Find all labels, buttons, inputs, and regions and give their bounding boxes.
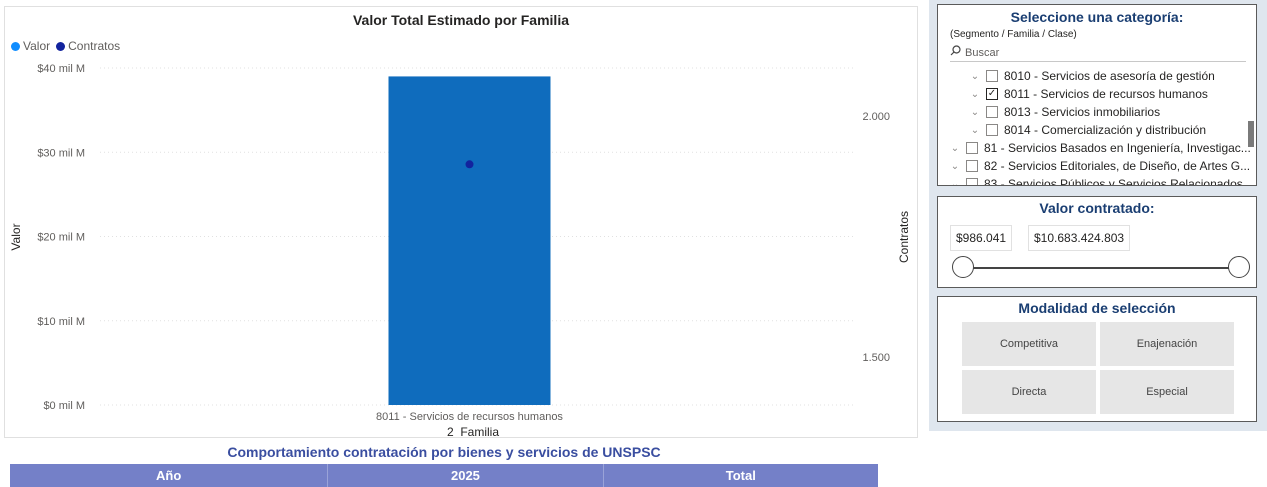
max-value-input[interactable]: $10.683.424.803	[1028, 225, 1131, 251]
y-tick-label: $10 mil M	[37, 316, 85, 328]
chart-title: Valor Total Estimado por Familia	[352, 12, 569, 28]
chart-legend: Valor Contratos	[11, 39, 120, 53]
tree-item-label: 8013 - Servicios inmobiliarios	[1004, 105, 1161, 119]
chevron-down-icon[interactable]: ⌄	[970, 70, 980, 82]
chart-canvas: $40 mil M $30 mil M $20 mil M $10 mil M $0 m…	[9, 63, 911, 437]
tree-item-8011[interactable]: ⌄ ✓ 8011 - Servicios de recursos humanos	[970, 87, 1208, 101]
chart-visual[interactable]: $40 mil M $30 mil M $20 mil M $10 mil M $0 m…	[4, 6, 918, 438]
y-tick-label: $40 mil M	[37, 63, 85, 75]
y-tick-label: $0 mil M	[43, 400, 85, 412]
x-axis-title: 2_Familia	[447, 425, 499, 437]
chevron-down-icon[interactable]: ⌄	[950, 178, 960, 186]
scrollbar-thumb[interactable]	[1248, 121, 1254, 147]
tree-item-label: 83 - Servicios Públicos y Servicios Rela…	[984, 177, 1253, 186]
modality-especial-button[interactable]: Especial	[1100, 370, 1234, 414]
checkbox[interactable]	[966, 178, 978, 185]
y-tick-label: $20 mil M	[37, 232, 85, 244]
min-value-input[interactable]: $986.041	[950, 225, 1013, 251]
tree-item-label: 8011 - Servicios de recursos humanos	[1004, 87, 1208, 101]
range-slider-track[interactable]	[962, 267, 1238, 269]
tree-item-82[interactable]: ⌄ 82 - Servicios Editoriales, de Diseño,…	[950, 159, 1250, 173]
filter-panel: Seleccione una categoría: (Segmento / Fa…	[929, 0, 1267, 431]
table-title: Comportamiento contratación por bienes y…	[227, 444, 661, 460]
modality-slicer-title: Modalidad de selección	[1018, 300, 1176, 316]
tree-item-label: 8014 - Comercialización y distribución	[1004, 123, 1207, 137]
tree-item-8013[interactable]: ⌄ 8013 - Servicios inmobiliarios	[970, 105, 1160, 119]
checkbox[interactable]	[986, 124, 998, 136]
modality-directa-button[interactable]: Directa	[962, 370, 1096, 414]
range-slider-max-handle[interactable]	[1228, 256, 1250, 278]
search-placeholder: Buscar	[965, 47, 1000, 59]
range-slider-min-handle[interactable]	[952, 256, 974, 278]
table-header-year[interactable]: Año	[10, 464, 329, 487]
table-header-total[interactable]: Total	[725, 468, 756, 483]
category-slicer-title: Seleccione una categoría:	[1010, 9, 1184, 25]
chevron-down-icon[interactable]: ⌄	[970, 124, 980, 136]
value-slicer: Valor contratado: $986.041 $10.683.424.8…	[937, 196, 1257, 288]
tree-item-8014[interactable]: ⌄ 8014 - Comercialización y distribución	[970, 123, 1206, 137]
table-header-2025[interactable]: 2025	[328, 464, 604, 487]
checkbox[interactable]	[986, 106, 998, 118]
tree-item-83[interactable]: ⌄ 83 - Servicios Públicos y Servicios Re…	[950, 177, 1253, 186]
legend-dot-contratos	[56, 41, 66, 51]
chevron-down-icon[interactable]: ⌄	[970, 106, 980, 118]
chevron-down-icon[interactable]: ⌄	[950, 142, 960, 154]
table-header-row: Año 2025 Total	[10, 464, 878, 487]
tree-item-label: 82 - Servicios Editoriales, de Diseño, d…	[984, 159, 1251, 173]
y2-axis-title: Contratos	[897, 211, 911, 263]
y2-tick-label: 2.000	[862, 111, 890, 123]
y-tick-label: $30 mil M	[37, 147, 85, 159]
tree-item-label: 8010 - Servicios de asesoría de gestión	[1004, 69, 1215, 83]
category-slicer-subtitle: (Segmento / Familia / Clase)	[950, 29, 1077, 40]
legend-label-contratos[interactable]: Contratos	[68, 39, 121, 53]
modality-competitiva-button[interactable]: Competitiva	[962, 322, 1096, 366]
category-slicer: Seleccione una categoría: (Segmento / Fa…	[937, 4, 1257, 186]
checkbox[interactable]	[966, 160, 978, 172]
modality-slicer: Modalidad de selección Competitiva Enaje…	[937, 296, 1257, 422]
point-contratos[interactable]	[465, 160, 474, 169]
checkbox-checked[interactable]: ✓	[986, 88, 998, 100]
chevron-down-icon[interactable]: ⌄	[970, 88, 980, 100]
chevron-down-icon[interactable]: ⌄	[950, 160, 960, 172]
category-search-input[interactable]: Buscar	[950, 45, 1246, 62]
y-axis-title: Valor	[9, 223, 23, 250]
legend-label-valor[interactable]: Valor	[23, 39, 51, 53]
checkbox[interactable]	[966, 142, 978, 154]
tree-item-label: 81 - Servicios Basados en Ingeniería, In…	[984, 141, 1251, 155]
checkbox[interactable]	[986, 70, 998, 82]
x-tick-label: 8011 - Servicios de recursos humanos	[376, 411, 563, 423]
tree-item-81[interactable]: ⌄ 81 - Servicios Basados en Ingeniería, …	[950, 141, 1251, 155]
legend-dot-valor	[11, 41, 20, 51]
tree-item-8010[interactable]: ⌄ 8010 - Servicios de asesoría de gestió…	[970, 69, 1215, 83]
y2-tick-label: 1.500	[862, 352, 890, 364]
bar-valor[interactable]	[388, 76, 551, 406]
modality-enajenacion-button[interactable]: Enajenación	[1100, 322, 1234, 366]
value-slicer-title: Valor contratado:	[1039, 200, 1155, 216]
search-icon	[950, 45, 961, 59]
